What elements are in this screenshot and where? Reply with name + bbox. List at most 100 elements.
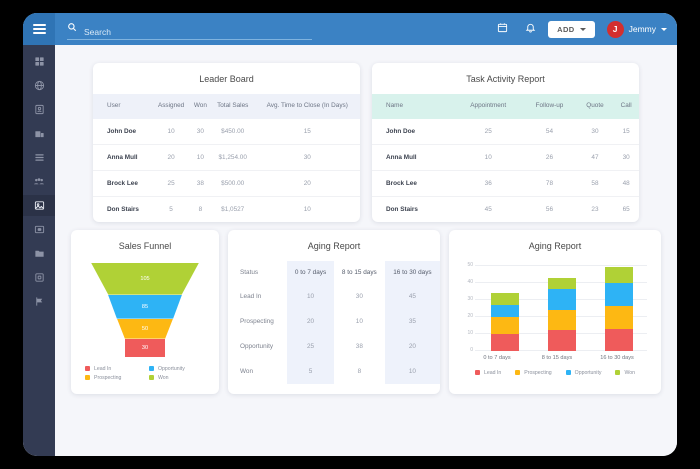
cell-total-sales: $450.00 [210, 118, 255, 145]
legend-item[interactable]: Won [615, 370, 635, 376]
user-menu[interactable]: J Jemmy [606, 20, 667, 38]
calendar-button[interactable] [492, 19, 512, 39]
sidebar-item-folder[interactable] [23, 243, 55, 264]
table-row[interactable]: Lead In 10 30 45 [228, 283, 440, 309]
column-header: Call [613, 94, 639, 119]
sidebar-item-list[interactable] [23, 147, 55, 168]
legend-label: Lead In [94, 365, 112, 372]
legend-label: Prospecting [524, 369, 552, 376]
legend-label: Prospecting [94, 374, 122, 381]
cell-call: 48 [613, 170, 639, 197]
bar-segment-prospecting [491, 316, 520, 334]
column-header: 16 to 30 days [384, 260, 440, 284]
legend-item[interactable]: Opportunity [565, 369, 602, 376]
bar-segment-won [491, 292, 520, 305]
column-header: Total Sales [210, 94, 255, 119]
cell-16-30: 10 [384, 358, 440, 384]
cell-call: 65 [622, 205, 630, 213]
column-header: Appointment [454, 94, 523, 119]
legend-swatch-prospecting [515, 370, 521, 376]
bar-segment-opportunity [604, 282, 633, 307]
cell-user: John Doe [93, 118, 153, 145]
user-name: Jemmy [628, 24, 656, 34]
cell-0-7: 25 [287, 333, 334, 359]
table-row[interactable]: Don Stairs 45 56 23 65 [372, 196, 639, 222]
table-row[interactable]: Brock Lee 36 78 58 48 [372, 170, 639, 197]
funnel-segment-opportunity[interactable]: 85 [108, 294, 182, 319]
sidebar-item-dashboard[interactable] [23, 51, 55, 72]
sidebar-item-screen[interactable] [23, 219, 55, 240]
legend-item[interactable]: Prospecting [85, 375, 141, 381]
bar-segment-won [547, 277, 576, 290]
add-button-label: ADD [557, 24, 575, 34]
bar-16-to-30-days[interactable] [604, 267, 633, 351]
app-window: ADD J Jemmy [23, 13, 677, 456]
sidebar-item-flag[interactable] [23, 291, 55, 312]
sidebar-item-globe[interactable] [23, 75, 55, 96]
funnel-segment-value: 30 [141, 344, 149, 351]
bar-8-to-15-days[interactable] [547, 277, 576, 351]
sidebar-item-contacts[interactable] [23, 99, 55, 120]
x-axis-tick: 8 to 15 days [541, 354, 573, 361]
sidebar-item-briefcase[interactable] [23, 123, 55, 144]
cell-quote: 58 [576, 170, 614, 197]
cell-user: Don Stairs [107, 205, 139, 213]
cell-status: Won [240, 367, 254, 375]
table-row[interactable]: Won 5 8 10 [228, 358, 440, 384]
sidebar-item-reports[interactable] [23, 195, 55, 216]
table-row[interactable]: Prospecting 20 10 35 [228, 308, 440, 334]
leader-board-title: Leader Board [199, 74, 254, 84]
legend-item[interactable]: Lead In [85, 366, 141, 372]
cell-assigned: 20 [152, 144, 190, 171]
bar-segment-lead-in [604, 328, 633, 351]
search-input[interactable] [84, 26, 312, 37]
legend-label: Opportunity [574, 369, 602, 376]
notifications-button[interactable] [520, 19, 540, 39]
aging-report-chart-title: Aging Report [528, 240, 582, 251]
legend-item[interactable]: Won [149, 375, 205, 381]
legend-swatch-won [149, 375, 154, 381]
funnel-segment-value: 105 [140, 275, 150, 282]
table-row[interactable]: Brock Lee 25 38 $500.00 20 [93, 170, 360, 197]
cell-avg-time: 30 [254, 144, 360, 171]
sidebar-item-archive[interactable] [23, 267, 55, 288]
cell-call: 15 [613, 118, 639, 145]
table-row[interactable]: Anna Mull 20 10 $1,254.00 30 [93, 144, 360, 171]
table-header-row: Status 0 to 7 days 8 to 15 days 16 to 30… [228, 260, 440, 284]
legend-item[interactable]: Prospecting [515, 369, 552, 376]
table-row[interactable]: Opportunity 25 38 20 [228, 333, 440, 359]
legend-item[interactable]: Lead In [474, 370, 501, 376]
y-axis-tick: 10 [467, 329, 473, 336]
bar-segment-won [604, 267, 633, 283]
funnel-segment-prospecting[interactable]: 50 [117, 318, 173, 339]
menu-toggle-button[interactable] [23, 13, 55, 45]
aging-report-chart-card: Aging Report 50 40 30 20 10 0 [449, 229, 661, 394]
funnel-segment-won[interactable]: 105 [91, 262, 199, 295]
cell-total-sales: $1,254.00 [210, 144, 255, 171]
table-row[interactable]: John Doe 25 54 30 15 [372, 118, 639, 145]
table-row[interactable]: Anna Mull 10 26 47 30 [372, 144, 639, 171]
sidebar-item-people[interactable] [23, 171, 55, 192]
chevron-down-icon [579, 27, 586, 31]
top-bar: ADD J Jemmy [23, 13, 677, 45]
cell-avg-time: 15 [254, 118, 360, 145]
bar-0-to-7-days[interactable] [491, 292, 520, 351]
avatar: J [606, 20, 624, 38]
add-button[interactable]: ADD [548, 20, 595, 38]
legend-item[interactable]: Opportunity [149, 366, 205, 372]
cell-16-30: 35 [384, 308, 440, 334]
search-container[interactable] [67, 19, 312, 40]
cell-0-7: 10 [287, 283, 334, 309]
cell-8-15: 8 [357, 367, 362, 375]
table-header-row: Name Appointment Follow-up Quote Call [372, 94, 639, 119]
legend-label: Won [624, 369, 636, 376]
legend-swatch-lead-in [474, 370, 480, 376]
bar-segment-lead-in [491, 333, 520, 351]
task-activity-title: Task Activity Report [466, 74, 545, 84]
funnel-segment-lead-in[interactable]: 30 [125, 338, 165, 357]
legend-swatch-opportunity [149, 366, 154, 372]
cell-8-15: 10 [355, 317, 363, 325]
table-row[interactable]: Don Stairs 5 8 $1,0527 10 [93, 196, 360, 222]
legend-swatch-won [615, 370, 621, 376]
table-row[interactable]: John Doe 10 30 $450.00 15 [93, 118, 360, 145]
